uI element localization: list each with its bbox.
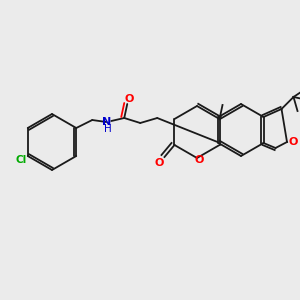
- Text: Cl: Cl: [15, 155, 26, 165]
- Text: H: H: [104, 124, 112, 134]
- Text: O: O: [194, 155, 204, 165]
- Text: O: O: [124, 94, 134, 104]
- Text: O: O: [288, 137, 298, 147]
- Text: N: N: [102, 117, 111, 127]
- Text: O: O: [155, 158, 164, 168]
